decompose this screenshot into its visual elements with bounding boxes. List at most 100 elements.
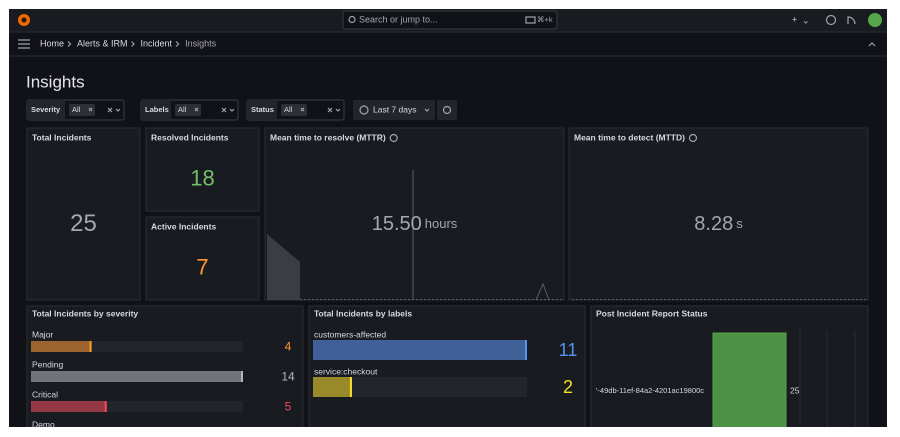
stat-number: 7: [196, 254, 208, 279]
bar-edge: [525, 340, 527, 360]
stat-unit: hours: [425, 216, 458, 231]
time-range: Last 7 days: [373, 104, 416, 114]
dropdown-icon: [229, 108, 235, 112]
search-box[interactable]: [342, 10, 558, 30]
page-title: Insights: [26, 72, 85, 91]
bar-edge: [89, 341, 92, 352]
bar: [31, 341, 92, 352]
row-value: 14: [281, 370, 295, 384]
panel: [568, 127, 869, 301]
stat-number: 8.28: [694, 213, 733, 235]
row-value: 4: [285, 340, 292, 354]
info-icon: [389, 133, 398, 143]
add-icon[interactable]: +: [792, 14, 797, 24]
filter-chip: [175, 104, 201, 116]
menu-icon[interactable]: [18, 39, 30, 49]
bar: [31, 371, 243, 382]
zoom-button[interactable]: [437, 100, 457, 120]
filter-value: All: [178, 105, 187, 114]
filter-label-bg: [27, 100, 65, 120]
stat-value: 7: [196, 254, 208, 279]
stat-number: 25: [70, 210, 97, 237]
panel-title: Active Incidents: [151, 221, 216, 231]
panel-title: Total Incidents by severity: [32, 308, 138, 318]
zoom-icon: [442, 105, 452, 115]
bar-track: [31, 341, 243, 352]
dropdown-icon: [424, 108, 430, 112]
stat-unit: s: [736, 216, 743, 231]
row-label: Critical: [32, 389, 58, 399]
info-icon: [688, 133, 698, 143]
panel-title: Resolved Incidents: [151, 132, 229, 142]
panel: [264, 127, 565, 301]
filter-label: Status: [251, 105, 274, 114]
panel-title: Mean time to detect (MTTD): [574, 132, 685, 142]
filter-value: All: [284, 105, 293, 114]
clear-icon[interactable]: [221, 107, 227, 113]
row-label: Demo: [32, 419, 55, 429]
bar-edge: [241, 371, 243, 382]
bar-edge: [349, 377, 352, 397]
filter-label-bg: [247, 100, 277, 120]
panel: [26, 127, 141, 301]
app: + ⌄ Search or jump to... ⌘+k Home Alerts & …: [9, 9, 887, 429]
stat-number: 15.50: [372, 213, 422, 235]
row-label: Major: [32, 329, 53, 339]
bar-value: 25: [790, 385, 800, 395]
breadcrumb-sep: [175, 41, 180, 47]
collapse-icon[interactable]: [868, 42, 876, 47]
breadcrumb[interactable]: Incident: [141, 38, 173, 48]
dropdown-icon: [115, 108, 121, 112]
stat-value: 25: [70, 210, 97, 237]
help-icon[interactable]: [825, 14, 837, 26]
chip-remove: [194, 107, 199, 112]
panel-title: Total Incidents: [32, 132, 92, 142]
bar: [712, 332, 787, 427]
news-icon[interactable]: [847, 16, 856, 25]
logo-inner: [21, 17, 27, 23]
row-value: 11: [559, 340, 578, 360]
sparkline-area: [267, 234, 300, 300]
stat-number: 18: [190, 165, 214, 190]
panel-title: Total Incidents by labels: [314, 308, 412, 318]
clear-icon[interactable]: [327, 107, 333, 113]
bar: [313, 340, 527, 360]
bar-label: '-49db-11ef-84a2-4201ac19800c: [596, 386, 704, 395]
clock-icon: [359, 105, 369, 115]
bar-track: [313, 377, 527, 397]
filter-value: All: [72, 105, 81, 114]
breadcrumb: Insights: [185, 38, 217, 48]
sparkline-bump: [535, 282, 550, 301]
panel-title: Post Incident Report Status: [596, 308, 708, 318]
filter-label-bg: [141, 100, 171, 120]
stat-value: 18: [190, 165, 214, 190]
breadcrumb-sep: [131, 41, 135, 47]
row-value: 2: [563, 377, 573, 397]
filter-label: Labels: [145, 105, 169, 114]
filter-chip: [69, 104, 95, 116]
avatar[interactable]: [868, 13, 882, 27]
search-icon: [348, 15, 356, 24]
breadcrumb[interactable]: Alerts & IRM: [77, 38, 128, 48]
filter-chip: [281, 104, 307, 116]
time-picker[interactable]: [353, 100, 435, 120]
chip-remove: [88, 107, 93, 112]
keyboard-icon: [525, 16, 536, 24]
bar: [313, 377, 352, 397]
row-label: Pending: [32, 359, 63, 369]
chip-remove: [300, 107, 305, 112]
bar-edge: [104, 401, 107, 412]
row-value: 5: [285, 400, 292, 414]
panel: [145, 127, 260, 212]
stat-value: 15.50 hours: [372, 213, 458, 235]
panel-title: Mean time to resolve (MTTR): [270, 132, 386, 142]
search-placeholder: Search or jump to...: [359, 14, 438, 24]
bar: [31, 401, 107, 412]
dropdown-icon: [335, 108, 341, 112]
clear-icon[interactable]: [107, 107, 113, 113]
bar-track: [31, 401, 243, 412]
breadcrumb[interactable]: Home: [40, 38, 64, 48]
panel: [145, 216, 260, 301]
